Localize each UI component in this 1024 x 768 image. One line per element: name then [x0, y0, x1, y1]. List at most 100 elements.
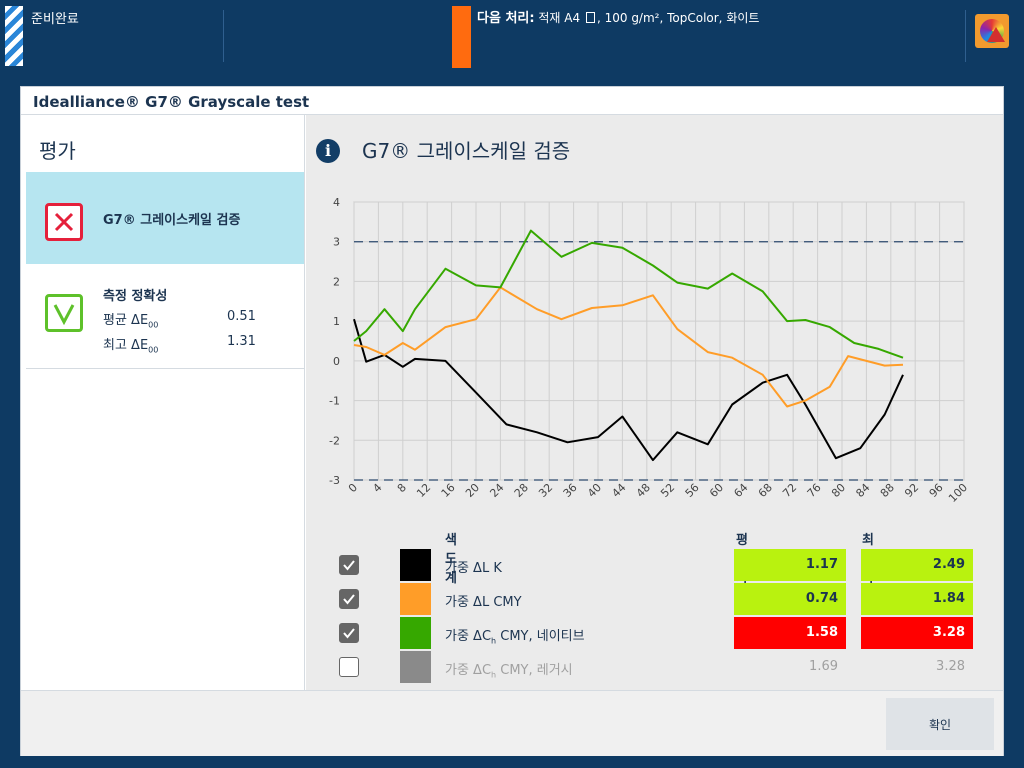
plot-area [353, 201, 965, 481]
metric-value: 1.31 [227, 334, 256, 349]
eval-item-label: 측정 정확성 [103, 289, 168, 304]
average-difference-value: 0.74 [734, 583, 846, 615]
series-checkbox[interactable] [339, 623, 359, 643]
next-job-detail: , 100 g/m², TopColor, 화이트 [596, 11, 760, 25]
x-tick-label: 8 [395, 481, 409, 495]
series-checkbox[interactable] [339, 555, 359, 575]
next-job-label: 다음 처리: [477, 11, 535, 26]
evaluation-panel: 평가 G7® 그레이스케일 검증 측정 정확성 평균 ΔE00 0.51 최고 … [25, 115, 305, 690]
x-tick-label: 52 [658, 481, 677, 500]
series-line-2 [353, 229, 904, 359]
x-tick-label: 24 [487, 481, 506, 500]
legend-header-name: 색도계 [445, 533, 457, 586]
legend-row: 가중 ΔL K 1.17 2.49 [306, 549, 1003, 581]
x-tick-label: 28 [512, 481, 531, 500]
y-tick-label: 0 [333, 355, 340, 368]
x-tick-label: 12 [414, 481, 433, 500]
series-name: 가중 ΔL K [445, 561, 502, 576]
x-tick-label: 48 [634, 481, 653, 500]
legend-row: 가중 ΔL CMY 0.74 1.84 [306, 583, 1003, 615]
document-icon [585, 12, 595, 23]
series-checkbox[interactable] [339, 657, 359, 677]
metric-average-de: 평균 ΔE00 0.51 [103, 309, 283, 330]
series-line-1 [353, 286, 904, 408]
legend-row: 가중 ΔCh CMY, 네이티브 1.58 3.28 [306, 617, 1003, 649]
eval-item-accuracy[interactable]: 측정 정확성 평균 ΔE00 0.51 최고 ΔE00 1.31 [26, 265, 304, 369]
x-tick-label: 68 [756, 481, 775, 500]
x-tick-label: 60 [707, 481, 726, 500]
next-job-info[interactable]: 다음 처리: 적재 A4 , 100 g/m², TopColor, 화이트 [477, 7, 759, 26]
color-warning-icon[interactable] [975, 14, 1009, 48]
x-tick-label: 100 [946, 481, 970, 505]
grayscale-verification-panel: i G7® 그레이스케일 검증 0 4 8 12 16 20 24 28 32 36 40 44 48 5… [306, 115, 1003, 690]
divider [223, 10, 224, 62]
series-color-swatch [400, 583, 431, 615]
x-tick-label: 36 [561, 481, 580, 500]
dialog-title: Idealliance® G7® Grayscale test [33, 93, 310, 111]
next-job-indicator [452, 6, 471, 68]
eval-item-grayscale[interactable]: G7® 그레이스케일 검증 [26, 172, 304, 264]
x-tick-label: 20 [463, 481, 482, 500]
average-difference-value: 1.69 [809, 659, 838, 674]
x-tick-label: 72 [780, 481, 799, 500]
evaluation-title: 평가 [39, 139, 76, 163]
x-tick-label: 96 [927, 481, 946, 500]
panel-title: G7® 그레이스케일 검증 [362, 139, 571, 163]
top-status-bar: 준비완료 다음 처리: 적재 A4 , 100 g/m², TopColor, … [0, 0, 1024, 72]
y-tick-label: 1 [333, 315, 340, 328]
max-difference-value: 3.28 [861, 617, 973, 649]
max-difference-value: 3.28 [936, 659, 965, 674]
metric-max-de: 최고 ΔE00 1.31 [103, 334, 283, 355]
x-tick-label: 44 [609, 481, 628, 500]
x-tick-label: 88 [878, 481, 897, 500]
metric-label: 평균 ΔE [103, 313, 149, 328]
legend-row: 가중 ΔCh CMY, 레거시 1.69 3.28 [306, 651, 1003, 683]
series-name: 가중 ΔCh CMY, 레거시 [445, 663, 573, 680]
average-difference-value: 1.17 [734, 549, 846, 581]
x-tick-label: 40 [585, 481, 604, 500]
x-tick-label: 32 [536, 481, 555, 500]
series-checkbox[interactable] [339, 589, 359, 609]
striped-status-icon [5, 6, 23, 66]
series-name: 가중 ΔCh CMY, 네이티브 [445, 629, 585, 646]
fail-icon [45, 203, 83, 241]
dialog-footer: 확인 [21, 690, 1003, 756]
y-tick-label: -2 [329, 434, 340, 447]
metric-value: 0.51 [227, 309, 256, 324]
eval-item-label: G7® 그레이스케일 검증 [103, 213, 241, 228]
max-difference-value: 2.49 [861, 549, 973, 581]
next-job-media: 적재 A4 [534, 11, 581, 25]
series-color-swatch [400, 549, 431, 581]
dialog-header: Idealliance® G7® Grayscale test [21, 87, 1003, 115]
x-tick-label: 64 [731, 481, 750, 500]
warning-triangle-icon [987, 27, 1005, 42]
x-tick-label: 16 [439, 481, 458, 500]
x-tick-label: 80 [829, 481, 848, 500]
metric-label: 최고 ΔE [103, 338, 149, 353]
series-name: 가중 ΔL CMY [445, 595, 522, 610]
printer-status-label: 준비완료 [31, 12, 79, 27]
x-tick-label: 92 [902, 481, 921, 500]
divider [965, 10, 966, 62]
y-tick-label: -1 [329, 395, 340, 408]
x-tick-label: 76 [805, 481, 824, 500]
series-color-swatch [400, 617, 431, 649]
confirm-button[interactable]: 확인 [886, 698, 994, 750]
series-color-swatch [400, 651, 431, 683]
x-tick-label: 56 [683, 481, 702, 500]
average-difference-value: 1.58 [734, 617, 846, 649]
series-line-0 [353, 318, 904, 462]
y-tick-label: 3 [333, 236, 340, 249]
y-tick-label: 2 [333, 275, 340, 288]
g7-test-dialog: Idealliance® G7® Grayscale test 평가 G7® 그… [20, 86, 1004, 756]
x-tick-label: 0 [346, 481, 360, 495]
x-tick-label: 84 [853, 481, 872, 500]
metric-subscript: 00 [148, 345, 159, 355]
info-icon[interactable]: i [316, 139, 340, 163]
grayscale-chart: 0 4 8 12 16 20 24 28 32 36 40 44 48 52 56 60 64 68 72 76 80 8… [329, 196, 970, 505]
metric-subscript: 00 [148, 320, 159, 330]
y-tick-label: 4 [333, 196, 340, 209]
y-tick-label: -3 [329, 474, 340, 487]
max-difference-value: 1.84 [861, 583, 973, 615]
pass-icon [45, 294, 83, 332]
